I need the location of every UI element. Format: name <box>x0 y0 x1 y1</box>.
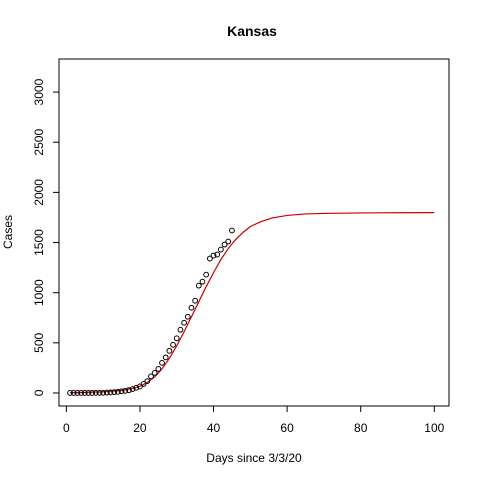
data-point <box>81 390 88 396</box>
y-tick-label: 500 <box>32 332 46 352</box>
y-tick-label: 1000 <box>32 279 46 306</box>
data-point <box>100 389 107 396</box>
data-point <box>210 252 217 259</box>
data-point <box>206 255 213 262</box>
data-point <box>92 389 99 396</box>
data-point <box>96 389 103 396</box>
data-point <box>74 390 81 396</box>
data-point <box>78 390 84 396</box>
data-points <box>67 227 235 396</box>
data-point <box>162 354 169 361</box>
y-tick-label: 0 <box>32 389 46 396</box>
data-point <box>111 389 118 396</box>
data-point <box>184 313 191 320</box>
x-axis-label: Days since 3/3/20 <box>206 451 302 465</box>
y-axis-label: Cases <box>1 215 15 249</box>
data-point <box>221 241 228 248</box>
data-point <box>89 390 96 396</box>
data-point <box>151 370 158 376</box>
data-point <box>229 227 235 234</box>
fit-curve <box>70 212 435 394</box>
x-tick-label: 80 <box>354 421 368 435</box>
data-point <box>159 359 165 366</box>
data-point <box>166 347 173 354</box>
data-point <box>203 271 210 278</box>
data-point <box>67 390 73 396</box>
y-tick-label: 1500 <box>32 229 46 256</box>
data-point <box>144 378 151 385</box>
chart-title: Kansas <box>227 23 277 39</box>
data-point <box>173 335 180 342</box>
data-point <box>195 282 202 289</box>
y-tick-label: 3000 <box>32 78 46 105</box>
data-point <box>70 390 77 396</box>
x-tick-label: 100 <box>424 421 444 435</box>
data-point <box>148 373 154 380</box>
data-point <box>107 389 114 396</box>
data-point <box>126 387 132 394</box>
data-point <box>217 246 224 253</box>
y-tick-label: 2000 <box>32 179 46 206</box>
data-point <box>133 384 140 391</box>
x-tick-label: 0 <box>63 421 70 435</box>
x-tick-label: 60 <box>280 421 294 435</box>
data-point <box>170 341 176 348</box>
data-point <box>129 386 136 392</box>
data-point <box>122 387 129 394</box>
data-point <box>103 389 110 396</box>
plot-area <box>58 58 450 407</box>
data-point <box>118 388 125 395</box>
data-point <box>181 319 187 326</box>
data-point <box>188 304 195 311</box>
data-point <box>85 390 92 396</box>
data-point <box>199 278 206 285</box>
data-point <box>225 238 232 245</box>
x-tick-label: 20 <box>133 421 147 435</box>
y-tick-label: 2500 <box>32 129 46 156</box>
data-point <box>214 251 221 258</box>
x-axis: 0 20 40 60 80 100 <box>63 405 445 435</box>
data-point <box>155 365 162 372</box>
x-tick-label: 40 <box>207 421 221 435</box>
data-point <box>114 388 121 395</box>
y-axis: 0 500 1000 1500 2000 2500 3000 <box>32 78 60 396</box>
data-point <box>177 326 184 333</box>
data-point <box>192 297 199 304</box>
data-point <box>140 381 147 387</box>
